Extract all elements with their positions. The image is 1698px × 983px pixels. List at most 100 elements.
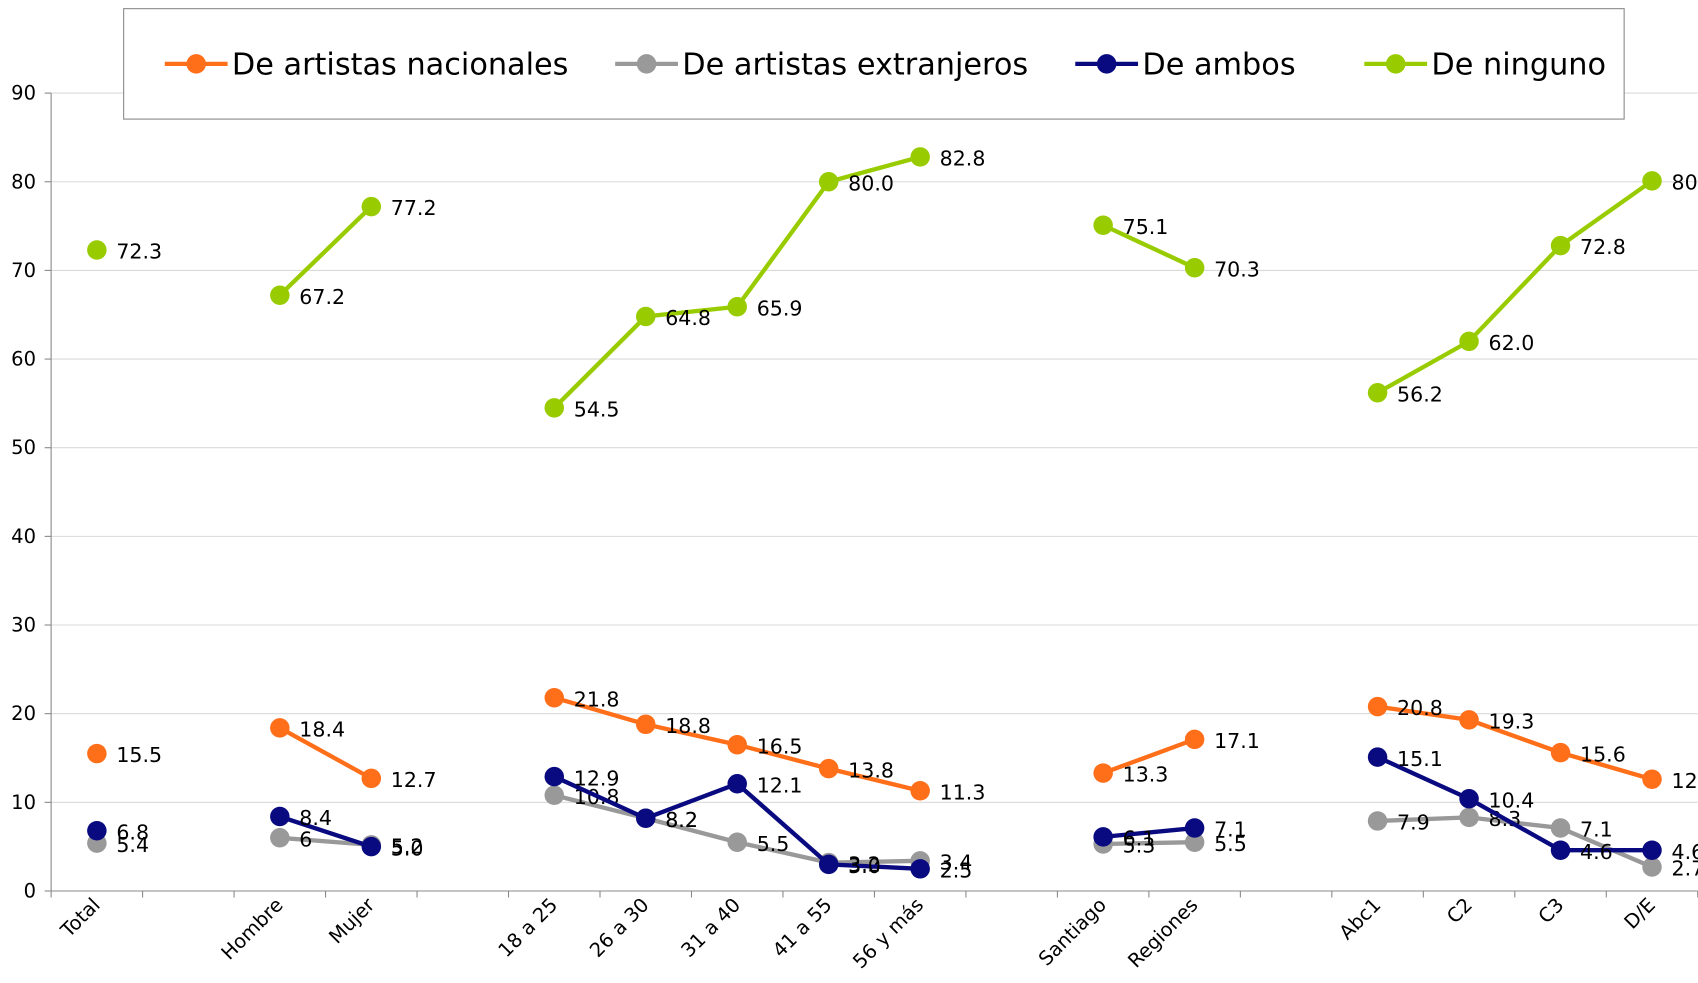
data-label: 12.9 [574,766,620,790]
data-label: 54.5 [574,397,620,421]
x-tick-label: C3 [1534,893,1569,928]
data-label: 13.3 [1123,763,1169,787]
x-tick-label: Total [56,893,105,942]
series-line [1103,840,1195,847]
marker [818,758,839,779]
data-label: 70.3 [1214,257,1260,281]
marker [727,297,747,317]
data-label: 21.8 [574,687,620,711]
marker [635,306,656,327]
marker [635,808,656,829]
marker [818,172,839,192]
data-label: 19.3 [1489,710,1535,734]
marker [1367,747,1388,767]
data-label: 18.4 [299,718,345,742]
data-label: 13.8 [848,758,894,782]
series-line [279,814,372,849]
data-label: 62.0 [1489,331,1535,355]
data-label: 8.4 [299,806,332,830]
marker [1550,818,1571,838]
data-label: 5.0 [391,836,424,860]
series-line [278,725,373,781]
series-line [1376,179,1654,395]
y-tick-label: 50 [11,436,36,459]
x-tick-label: 18 a 25 [494,893,562,961]
marker [727,832,747,852]
marker [1367,383,1388,403]
data-label: 5.2 [391,835,424,859]
y-tick-label: 70 [11,259,36,282]
legend: De artistas nacionales De artistas extran… [123,8,1625,120]
marker [910,147,930,167]
series-line [1102,825,1195,840]
data-label: 64.8 [665,306,711,330]
data-label: 15.5 [116,743,162,767]
data-label: 2.7 [1672,857,1698,881]
marker [87,240,107,260]
data-label: 11.3 [940,780,986,804]
legend-label: De ambos [1142,48,1295,83]
marker [1459,710,1479,730]
marker [270,828,290,848]
data-label: 12.7 [391,768,437,792]
marker [1642,840,1662,860]
marker [727,734,747,755]
data-label: 5.3 [1123,834,1156,858]
data-label: 65.9 [757,296,803,320]
marker [1550,840,1571,860]
marker [270,806,290,827]
x-tick-label: 41 a 55 [768,893,836,961]
marker [270,718,290,738]
x-tick-label: 31 a 40 [677,893,745,961]
data-label: 17.1 [1214,729,1260,753]
marker [1550,235,1571,256]
data-label: 8.2 [665,808,698,832]
x-tick-label: 26 a 30 [585,893,653,961]
data-label: 10.4 [1489,788,1535,812]
marker [1367,696,1388,717]
data-label: 7.1 [1214,818,1247,842]
data-label: 56.2 [1397,382,1443,406]
series-line [1377,704,1653,782]
marker [727,773,747,794]
x-tick-label: Santiago [1034,893,1111,970]
data-label: 18.8 [665,714,711,738]
marker [361,196,382,217]
data-label: 20.8 [1397,696,1443,720]
x-tick-label: D/E [1620,893,1660,933]
marker [1642,769,1662,790]
marker [1093,827,1113,847]
y-tick-label: 80 [11,170,36,193]
x-tick-label: Hombre [217,893,288,964]
marker [1642,171,1662,191]
x-tick-label: Abc1 [1335,893,1386,944]
y-tick-label: 20 [11,702,36,725]
marker [1459,807,1479,828]
marker [544,398,565,418]
data-label: 4.6 [1672,840,1698,864]
marker [1184,818,1205,838]
marker [1093,763,1113,783]
data-label: 3.0 [848,854,881,878]
series-line [1102,223,1196,270]
data-label: 75.1 [1123,215,1169,239]
marker [1093,215,1113,235]
y-tick-label: 60 [11,348,36,371]
marker [910,859,930,879]
marker [1550,742,1571,763]
marker [544,766,565,787]
marker [87,743,107,764]
data-label: 12.1 [757,773,803,797]
data-label: 7.9 [1397,811,1430,835]
data-label: 15.1 [1397,747,1443,771]
legend-marker [636,54,657,74]
data-label: 15.6 [1580,742,1626,766]
data-label: 3.4 [940,850,973,874]
data-label: 6 [299,827,312,851]
data-label: 77.2 [391,196,437,220]
marker [1184,729,1205,750]
legend-label: De artistas extranjeros [682,48,1028,83]
marker [87,820,107,841]
data-label: 16.5 [757,734,803,758]
